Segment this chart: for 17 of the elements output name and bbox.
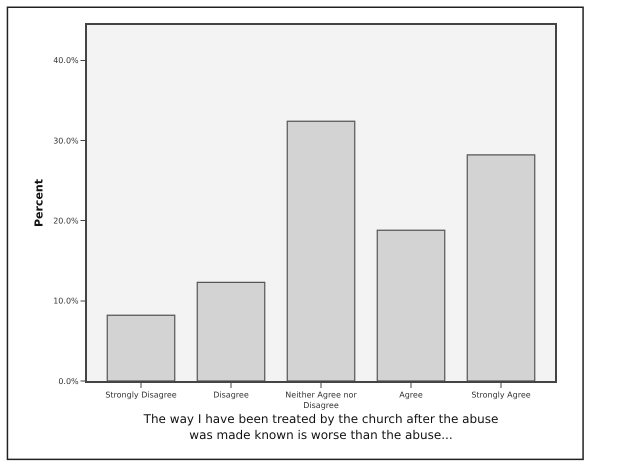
y-tick-label: 10.0% (53, 296, 80, 306)
x-tick-label: Strongly Agree (471, 390, 531, 400)
x-tick-label: Strongly Disagree (105, 390, 177, 400)
x-tick-label: Neither Agree nor Disagree (285, 390, 358, 410)
y-tick-label: 40.0% (53, 56, 80, 66)
y-tick-label: 0.0% (58, 376, 80, 386)
x-axis-title: The way I have been treated by the church after the abuse was made known is worse than the abuse... (142, 412, 498, 442)
bar (466, 154, 536, 381)
x-tick-label: Agree (399, 390, 423, 400)
x-tick-label: Disagree (213, 390, 249, 400)
bar (376, 230, 446, 381)
bar (196, 282, 266, 381)
y-tick-label: 30.0% (53, 136, 80, 146)
bar (286, 120, 356, 381)
y-axis-title: Percent (32, 178, 46, 228)
bar (106, 314, 176, 381)
y-tick-label: 20.0% (53, 216, 80, 226)
